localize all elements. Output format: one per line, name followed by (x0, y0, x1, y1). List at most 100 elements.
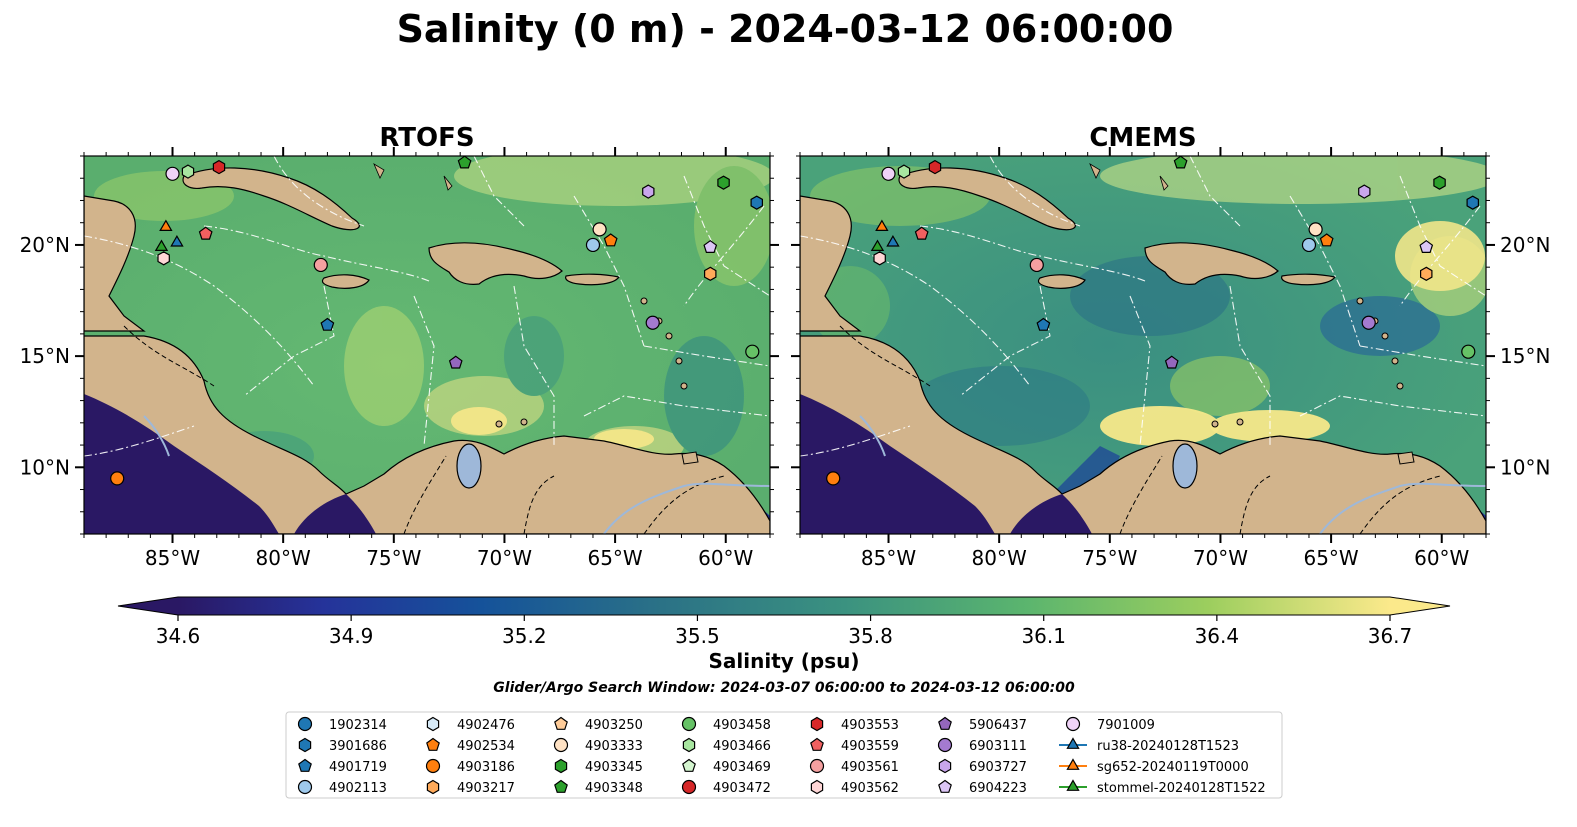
legend-marker (1066, 758, 1080, 770)
obs-marker (703, 266, 717, 281)
obs-marker (457, 155, 472, 169)
y-tick-label: 10°N (20, 455, 70, 479)
obs-marker (1361, 315, 1376, 330)
x-tick-label: 80°W (972, 546, 1027, 570)
markers-cmems (826, 155, 1480, 486)
legend-label: 4903250 (585, 718, 643, 733)
obs-marker (320, 317, 335, 331)
legend-label: 6904223 (969, 781, 1027, 796)
obs-marker (897, 164, 911, 179)
obs-marker (881, 166, 896, 181)
legend-label: 7901009 (1097, 718, 1155, 733)
legend-marker (426, 737, 440, 751)
legend-label: 4903561 (841, 760, 899, 775)
legend: 1902314 3901686 4901719 4902113 4902476 49025… (285, 711, 1283, 799)
legend-label: 4903472 (713, 781, 771, 796)
obs-marker (110, 471, 125, 486)
colorbar-tick-label: 35.8 (848, 624, 893, 648)
colorbar-ticks: 34.6 34.9 35.2 35.5 35.8 36.1 36.4 36.7 (156, 615, 1413, 648)
obs-marker (875, 219, 889, 231)
obs-marker (870, 239, 885, 251)
obs-marker (873, 251, 886, 266)
colorbar-tick-label: 36.4 (1195, 624, 1240, 648)
obs-marker (1433, 175, 1446, 190)
axes: 85°W 80°W 75°W 70°W 65°W 60°W 20°N 15°N 10°N 85°W… (20, 147, 1550, 570)
obs-marker (645, 315, 660, 330)
x-tick-label: 70°W (1193, 546, 1248, 570)
obs-marker (1419, 266, 1433, 281)
legend-label: 4902534 (457, 739, 515, 754)
colorbar-label: Salinity (psu) (708, 649, 859, 673)
colorbar-tick-label: 35.5 (675, 624, 720, 648)
obs-marker (750, 195, 764, 210)
legend-marker (810, 737, 824, 751)
legend-label: 4903333 (585, 739, 643, 754)
legend-label: 4902476 (457, 718, 515, 733)
legend-label: 3901686 (329, 739, 387, 754)
legend-marker (298, 737, 312, 753)
x-tick-label: 60°W (698, 546, 753, 570)
y-tick-label: 15°N (1500, 344, 1550, 368)
x-tick-label: 70°W (477, 546, 532, 570)
obs-marker (1164, 355, 1179, 369)
obs-marker (1319, 233, 1334, 247)
legend-marker (426, 779, 440, 795)
colorbar-extend-min (118, 597, 178, 615)
obs-marker (1358, 184, 1371, 199)
legend-label: 4903345 (585, 760, 643, 775)
x-tick-label: 75°W (366, 546, 421, 570)
x-tick-label: 75°W (1082, 546, 1137, 570)
legend-marker (553, 737, 569, 753)
legend-marker (297, 716, 313, 732)
legend-label: ru38-20240128T1523 (1097, 739, 1239, 754)
obs-marker (154, 239, 169, 251)
legend-label: 4903466 (713, 739, 771, 754)
legend-label: 4903186 (457, 760, 515, 775)
obs-marker (1466, 195, 1480, 210)
legend-label: 4903469 (713, 760, 771, 775)
obs-marker (592, 222, 607, 237)
legend-marker (425, 758, 441, 774)
figure-title: Salinity (0 m) - 2024-03-12 06:00:00 (397, 7, 1174, 51)
obs-marker (1419, 239, 1434, 253)
legend-marker (938, 758, 952, 774)
obs-marker (1301, 237, 1317, 253)
obs-marker (1173, 155, 1188, 169)
obs-marker (717, 175, 730, 190)
legend-marker (1065, 716, 1081, 732)
x-tick-label: 65°W (1303, 546, 1358, 570)
legend-marker (810, 779, 824, 795)
colorbar-tick-label: 36.7 (1368, 624, 1413, 648)
search-window-text: Glider/Argo Search Window: 2024-03-07 06… (493, 680, 1075, 696)
legend-marker (810, 716, 824, 732)
legend-label: 5906437 (969, 718, 1027, 733)
colorbar-tick-label: 36.1 (1021, 624, 1066, 648)
legend-marker (426, 716, 440, 732)
obs-marker (703, 239, 718, 253)
obs-marker (1461, 344, 1476, 359)
legend-label: 4903559 (841, 739, 899, 754)
y-tick-label: 15°N (20, 344, 70, 368)
obs-marker (313, 257, 328, 273)
legend-label: 4903553 (841, 718, 899, 733)
y-tick-label: 10°N (1500, 455, 1550, 479)
x-tick-label: 80°W (256, 546, 311, 570)
legend-label: sg652-20240119T0000 (1097, 760, 1249, 775)
y-tick-label: 20°N (1500, 233, 1550, 257)
obs-marker (157, 251, 170, 266)
obs-marker (1029, 257, 1044, 273)
obs-marker (603, 233, 618, 247)
legend-label: 4903458 (713, 718, 771, 733)
legend-label: 4901719 (329, 760, 387, 775)
x-tick-label: 85°W (145, 546, 200, 570)
obs-marker (928, 159, 942, 175)
colorbar-body (178, 597, 1390, 615)
legend-label: 1902314 (329, 718, 387, 733)
obs-marker (198, 226, 213, 240)
colorbar-extend-max (1390, 597, 1450, 615)
legend-label: 6903111 (969, 739, 1027, 754)
y-tick-label: 20°N (20, 233, 70, 257)
legend-marker (297, 779, 313, 795)
legend-marker (1066, 779, 1080, 791)
